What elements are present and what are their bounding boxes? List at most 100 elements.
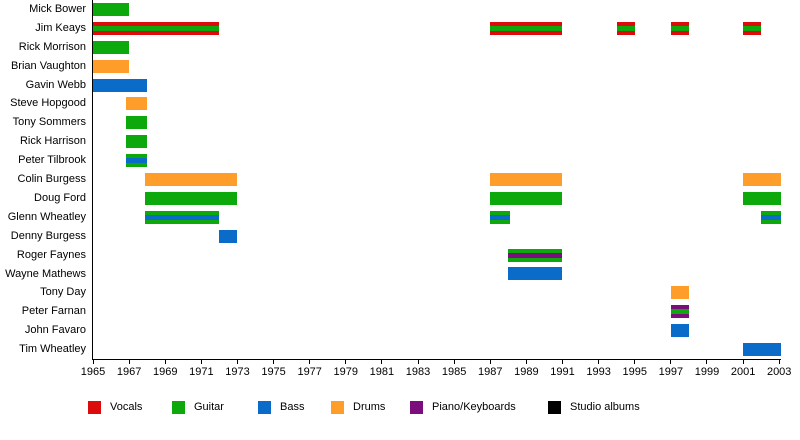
timeline-bar: [761, 210, 781, 224]
timeline-bar: [616, 21, 635, 35]
year-tick-label: 1973: [225, 366, 250, 378]
legend-swatch-bass: [258, 400, 271, 414]
year-tick: [634, 359, 636, 364]
bar-role-stripe: [616, 25, 635, 31]
year-tick: [381, 359, 383, 364]
year-tick-label: 1995: [622, 366, 647, 378]
member-label: Glenn Wheatley: [7, 210, 86, 223]
bar-role-stripe: [670, 309, 689, 315]
year-tick-label: 1979: [333, 366, 359, 378]
year-tick-label: 1999: [694, 366, 720, 378]
legend-label: Piano/Keyboards: [432, 401, 516, 413]
year-tick-label: 2001: [730, 366, 756, 378]
legend-label: Studio albums: [570, 401, 640, 413]
timeline-bar: [145, 191, 238, 205]
year-tick: [670, 359, 672, 364]
year-tick-label: 1975: [261, 366, 286, 378]
timeline-bar: [125, 116, 148, 130]
year-tick: [236, 359, 238, 364]
timeline-bar: [670, 324, 689, 338]
legend-item-drums: Drums: [331, 400, 385, 414]
year-tick-label: 1983: [405, 366, 431, 378]
timeline-bar: [93, 21, 220, 35]
timeline-bar: [508, 267, 563, 281]
timeline-bar: [508, 248, 563, 262]
member-label: Wayne Mathews: [5, 267, 86, 280]
legend-swatch-guitar: [172, 400, 185, 414]
member-label: Doug Ford: [34, 191, 86, 204]
year-tick-label: 1965: [80, 366, 106, 378]
bar-role-stripe: [761, 214, 781, 220]
year-tick: [489, 359, 491, 364]
legend-item-vocals: Vocals: [88, 400, 142, 414]
member-label: Roger Faynes: [16, 248, 86, 261]
timeline-bar: [743, 173, 781, 186]
bar-role-stripe: [145, 214, 220, 220]
timeline-bar: [743, 343, 781, 357]
timeline-bar: [670, 286, 689, 300]
timeline-bar: [145, 173, 238, 186]
legend-item-bass: Bass: [258, 400, 304, 414]
year-tick: [92, 359, 94, 364]
legend-item-studio-albums: Studio albums: [548, 400, 640, 414]
member-label: Tim Wheatley: [19, 343, 86, 356]
year-tick-label: 1985: [441, 366, 467, 378]
timeline-bar: [490, 21, 563, 35]
year-tick: [273, 359, 275, 364]
bar-role-stripe: [93, 25, 220, 31]
member-label: Colin Burgess: [17, 173, 86, 186]
year-tick: [309, 359, 311, 364]
member-label: Denny Burgess: [10, 229, 86, 242]
year-tick: [453, 359, 455, 364]
member-label: Tony Day: [40, 286, 86, 299]
legend-label: Bass: [280, 401, 305, 413]
plot-area: 1965 1967 1969 1971 1973 1975 1977 1979 1981 1983…: [81, 0, 791, 378]
year-tick-label: 2003: [766, 366, 792, 378]
timeline-bar: [670, 21, 689, 35]
legend-label: Vocals: [110, 401, 143, 413]
bar-role-stripe: [125, 158, 148, 164]
year-tick-label: 1981: [369, 366, 395, 378]
timeline-bar: [125, 97, 148, 111]
bar-role-stripe: [670, 25, 689, 31]
year-tick: [562, 359, 563, 364]
year-tick-label: 1991: [550, 366, 575, 378]
timeline-bar: [743, 21, 762, 35]
legend: Vocals Guitar Bass Drums Piano/Keyboards Stud…: [0, 400, 800, 416]
legend-item-guitar: Guitar: [172, 400, 224, 414]
year-tick: [778, 359, 780, 364]
member-label: Steve Hopgood: [10, 97, 86, 110]
member-label: Mick Bower: [29, 3, 86, 15]
year-tick: [164, 359, 166, 364]
timeline-bar: [490, 210, 511, 224]
year-tick: [345, 359, 347, 364]
legend-swatch-vocals: [88, 400, 101, 414]
legend-label: Guitar: [194, 401, 224, 413]
timeline-bar: [670, 305, 689, 319]
member-label: Peter Tilbrook: [18, 154, 86, 167]
member-label: Gavin Webb: [25, 78, 86, 91]
member-label: John Favaro: [24, 324, 86, 337]
timeline-bar: [125, 135, 148, 149]
year-tick: [598, 359, 600, 364]
timeline-bar: [219, 229, 238, 243]
timeline-bar: [743, 191, 781, 205]
timeline-bar: [125, 154, 148, 168]
year-tick: [706, 359, 708, 364]
year-tick-label: 1967: [116, 366, 142, 378]
timeline-bar: [145, 210, 220, 224]
year-tick-label: 1987: [478, 366, 503, 378]
member-label: Brian Vaughton: [10, 59, 86, 72]
timeline-bar: [93, 59, 130, 73]
member-label: Rick Harrison: [19, 135, 86, 148]
legend-swatch-drums: [331, 400, 344, 414]
timeline-bar: [93, 78, 148, 92]
timeline-bar: [93, 40, 130, 54]
timeline-bar: [490, 191, 563, 205]
year-tick-label: 1977: [297, 366, 322, 378]
bar-role-stripe: [490, 214, 511, 220]
timeline-bar: [93, 2, 130, 16]
year-tick-label: 1997: [658, 366, 684, 378]
year-tick-label: 1989: [514, 366, 539, 378]
legend-label: Drums: [353, 401, 386, 413]
